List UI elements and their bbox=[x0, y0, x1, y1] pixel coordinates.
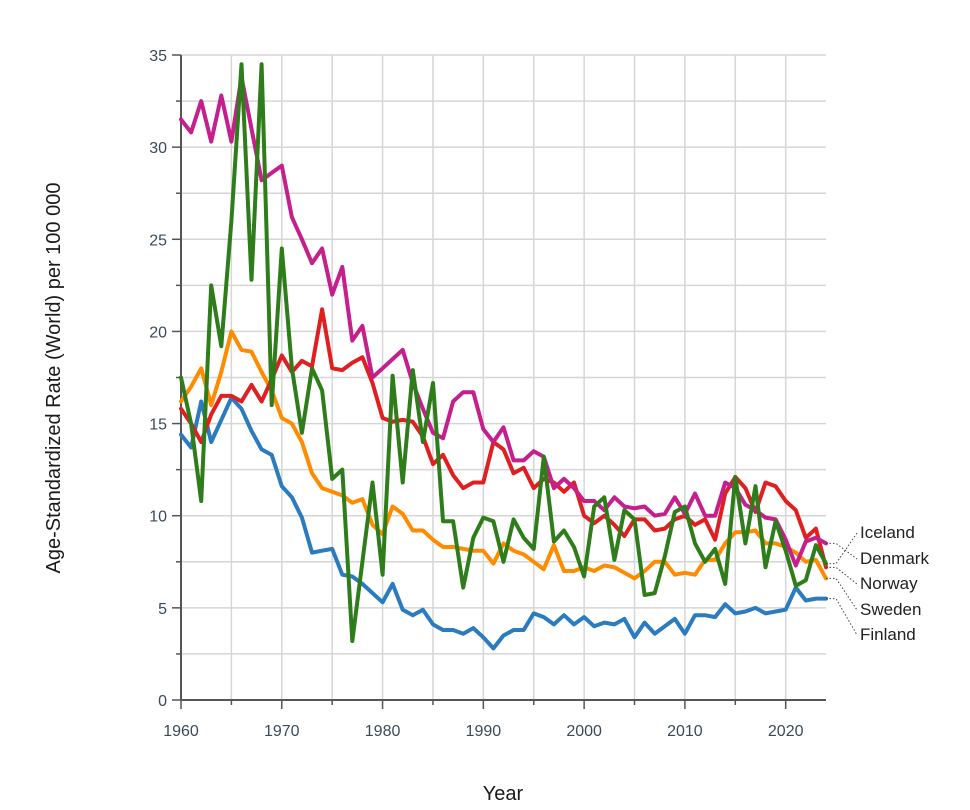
series-line-finland bbox=[179, 395, 828, 651]
y-tick-label: 5 bbox=[158, 601, 167, 618]
legend-label-iceland: Iceland bbox=[860, 523, 915, 542]
series-line-iceland bbox=[179, 62, 828, 643]
y-tick-label: 20 bbox=[149, 324, 167, 341]
x-tick-label: 2020 bbox=[768, 723, 804, 740]
legend: Iceland Denmark Norway Sweden Finland bbox=[826, 523, 929, 644]
x-axis-title: Year bbox=[483, 783, 524, 805]
series-line-norway bbox=[179, 307, 828, 570]
series bbox=[179, 62, 828, 651]
legend-leader-line bbox=[826, 542, 858, 560]
y-tick-label: 30 bbox=[149, 140, 167, 157]
y-tick-label: 35 bbox=[149, 48, 167, 65]
axes: 0 5 10 15 20 25 30 35 1960 1970 1980 1990 2000 2010 20… bbox=[149, 48, 826, 740]
grid bbox=[180, 54, 826, 700]
legend-label-finland: Finland bbox=[860, 625, 916, 644]
series-line-denmark bbox=[179, 75, 828, 568]
legend-label-norway: Norway bbox=[860, 574, 918, 593]
legend-label-sweden: Sweden bbox=[860, 600, 921, 619]
x-tick-label: 2000 bbox=[566, 723, 602, 740]
legend-leader-line bbox=[826, 598, 858, 636]
legend-leader-line bbox=[826, 577, 858, 611]
x-tick-label: 1960 bbox=[163, 723, 199, 740]
x-tick-label: 1970 bbox=[264, 723, 300, 740]
y-tick-label: 10 bbox=[149, 509, 167, 526]
x-tick-label: 2010 bbox=[667, 723, 703, 740]
legend-leader-line bbox=[826, 532, 858, 565]
y-tick-label: 25 bbox=[149, 232, 167, 249]
legend-label-denmark: Denmark bbox=[860, 549, 929, 568]
legend-leader-line bbox=[826, 566, 858, 585]
y-axis-title: Age-Standardized Rate (World) per 100 00… bbox=[43, 183, 65, 574]
y-tick-label: 15 bbox=[149, 417, 167, 434]
x-tick-label: 1990 bbox=[466, 723, 502, 740]
x-tick-label: 1980 bbox=[365, 723, 401, 740]
y-tick-label: 0 bbox=[158, 693, 167, 710]
